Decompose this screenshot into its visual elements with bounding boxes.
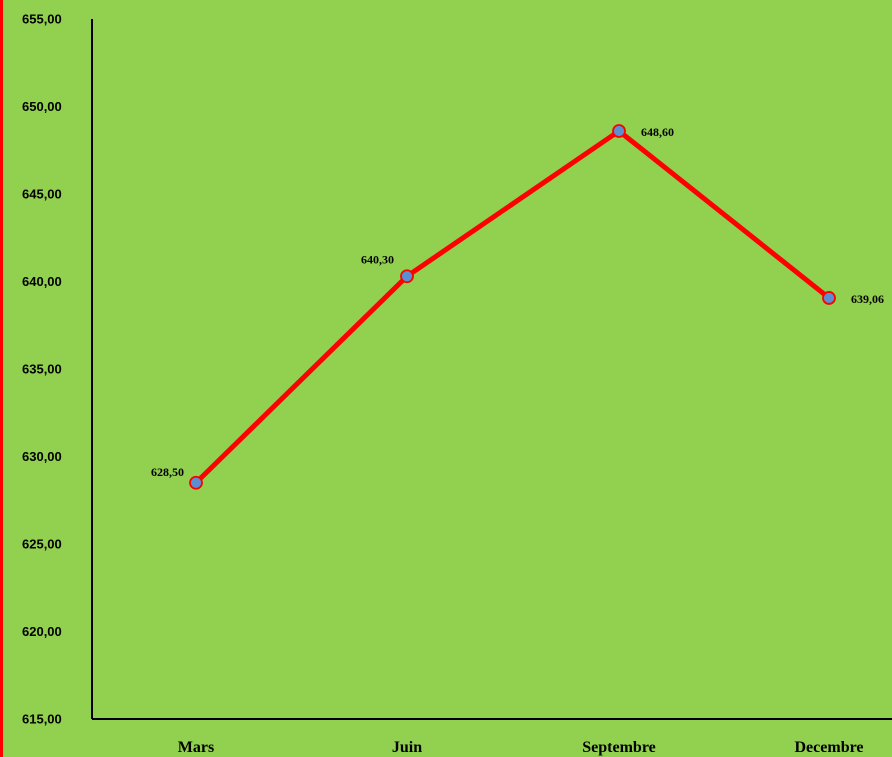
data-point-marker <box>189 475 203 490</box>
y-tick-label: 645,00 <box>22 187 62 202</box>
data-point-marker <box>400 269 414 284</box>
data-label: 640,30 <box>361 252 394 266</box>
data-markers <box>189 124 836 490</box>
y-tick-label: 650,00 <box>22 99 62 114</box>
y-tick-label: 655,00 <box>22 12 62 27</box>
line-chart: 615,00 620,00 625,00 630,00 635,00 640,00 645,… <box>22 12 892 756</box>
y-tick-label: 625,00 <box>22 537 62 552</box>
y-tick-label: 615,00 <box>22 712 62 727</box>
y-tick-label: 620,00 <box>22 624 62 639</box>
data-labels: 628,50 640,30 648,60 639,06 <box>151 125 884 479</box>
data-label: 628,50 <box>151 465 184 479</box>
x-axis-ticks: Mars Juin Septembre Decembre <box>178 739 864 756</box>
x-tick-label: Decembre <box>795 739 864 756</box>
x-tick-label: Septembre <box>582 739 655 756</box>
y-tick-label: 635,00 <box>22 362 62 377</box>
series-line <box>193 128 832 486</box>
data-label: 639,06 <box>851 292 884 306</box>
data-point-marker <box>612 124 626 138</box>
x-tick-label: Juin <box>392 739 422 756</box>
y-tick-label: 630,00 <box>22 449 62 464</box>
data-point-marker <box>822 291 836 305</box>
y-axis-ticks: 615,00 620,00 625,00 630,00 635,00 640,00 645,… <box>22 12 62 727</box>
data-label: 648,60 <box>641 125 674 139</box>
x-tick-label: Mars <box>178 739 214 756</box>
y-tick-label: 640,00 <box>22 274 62 289</box>
